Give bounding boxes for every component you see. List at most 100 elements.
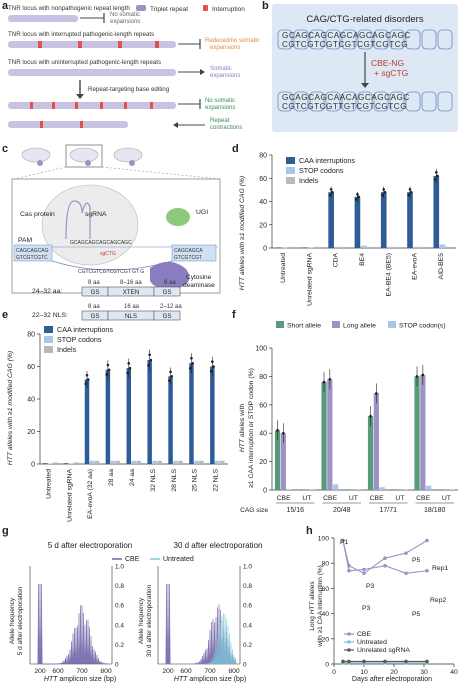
- bar-short-allele: [274, 430, 281, 490]
- data-point: [329, 188, 333, 191]
- bar-caa-interruptions: [42, 463, 48, 464]
- x-tick-label: 40: [450, 669, 458, 676]
- svg-text:8 aa: 8 aa: [88, 304, 100, 310]
- sub-label: UT: [442, 495, 451, 502]
- sub-label: CBE: [370, 495, 384, 502]
- schema-row2-part3: GS: [163, 313, 172, 320]
- data-point: [409, 190, 413, 194]
- legend-swatch: [286, 167, 295, 174]
- y-tick-label: 0.8: [243, 583, 252, 590]
- panel-b-bot-seq-edited: CGTCGTCGTTGTCGTCGTCG: [282, 102, 407, 111]
- legend-label: CBE: [357, 631, 371, 638]
- data-point: [408, 188, 412, 191]
- bar-stop-codons: [110, 460, 116, 464]
- panel-g-left-ylabel: Allele frequency: [9, 597, 16, 644]
- panel-b-top-seq: GCAGCAGCAGCAGCAGCAGC: [282, 31, 411, 40]
- y-tick-label: 0: [263, 246, 267, 253]
- bar-caa-interruptions: [210, 366, 215, 464]
- legend-label: CAA interruptions: [299, 156, 355, 165]
- x-tick-label: 28 NLS: [171, 469, 178, 492]
- series-point: [362, 659, 366, 664]
- sub-label: CBE: [416, 495, 430, 502]
- ugi-shape: [166, 208, 190, 226]
- y-tick-label: 0.6: [243, 603, 252, 610]
- panel-h-ylabel-2: with ≥1 CAA interruption (%): [317, 565, 324, 648]
- data-point: [331, 190, 334, 194]
- schema-row2-part2: NLS: [125, 313, 137, 320]
- x-tick-label: 700: [204, 668, 216, 675]
- series-point: [347, 563, 351, 568]
- seq-mid-top: GCAGCAGCAGCAGCAGC: [70, 240, 132, 246]
- y-tick-label: 80: [27, 332, 35, 339]
- bar-indels: [94, 460, 100, 464]
- legend-swatch: [44, 336, 53, 343]
- data-point: [356, 192, 359, 196]
- y-tick-label: 0.4: [243, 622, 252, 629]
- series-point: [362, 567, 366, 572]
- legend-swatch: [44, 346, 53, 353]
- y-tick-label: 40: [321, 611, 329, 618]
- legend-label: Long allele: [343, 323, 376, 330]
- data-point: [407, 193, 411, 197]
- bar-stop-codons: [47, 463, 53, 465]
- cells-illustration: [21, 144, 143, 168]
- svg-text:8–16 aa: 8–16 aa: [120, 280, 142, 286]
- bar-short-allele: [344, 489, 350, 490]
- legend-label: STOP codons: [57, 335, 102, 344]
- panel-b-guide: + sgCTG: [374, 68, 408, 78]
- y-tick-label: 80: [259, 374, 267, 381]
- contracted-bar: [8, 121, 128, 128]
- series-point: [404, 571, 408, 576]
- data-point: [383, 190, 387, 194]
- x-tick-label: 600: [180, 668, 192, 675]
- bar-short-allele: [367, 416, 374, 490]
- y-tick-label: 20: [27, 429, 35, 436]
- bar-stop-codons: [152, 460, 157, 464]
- legend-label: Short allele: [287, 323, 321, 330]
- size-label: CAG size: [240, 507, 268, 514]
- bar-stop-codon-s-: [379, 487, 385, 490]
- y-tick-label: 1.0: [243, 564, 252, 571]
- schema-row1-part2: XTEN: [123, 289, 140, 296]
- x-tick-label: 600: [52, 668, 64, 675]
- x-tick-label: 0: [332, 669, 336, 676]
- y-tick-label: 40: [27, 397, 35, 404]
- schema-row1-part3: GS: [163, 289, 172, 296]
- panel-g-chart: 5 d after electroporation 30 d after ele…: [9, 541, 262, 683]
- untreated-histogram: [161, 613, 237, 665]
- bar-caa-interruptions: [147, 360, 152, 464]
- data-point: [357, 195, 360, 199]
- data-point: [170, 374, 174, 378]
- x-tick-label: 200: [162, 668, 174, 675]
- legend-triplet-swatch: [136, 5, 146, 11]
- y-tick-label: 0.4: [115, 622, 124, 629]
- bar-caa-interruptions: [328, 192, 334, 248]
- group-label: 15/16: [286, 507, 304, 514]
- panel-b-title: CAG/CTG-related disorders: [306, 14, 423, 25]
- legend-label: Indels: [57, 345, 77, 354]
- legend-label: STOP codons: [299, 166, 344, 175]
- bar-short-allele: [414, 376, 420, 490]
- label-ugi: UGI: [196, 209, 208, 216]
- bar-stop-codons: [68, 463, 74, 465]
- bar-stop-codons: [194, 460, 199, 464]
- bar-indels: [115, 460, 121, 464]
- seq-left-top: CAGCAGCAG: [16, 248, 49, 254]
- panel-b: CAG/CTG-related disorders GCAGCAGCAGCAGC…: [272, 4, 458, 132]
- legend-marker: [347, 632, 351, 636]
- y-tick-label: 20: [321, 636, 329, 643]
- sub-label: UT: [395, 495, 404, 502]
- data-point: [328, 377, 332, 381]
- legend-swatch: [286, 177, 295, 184]
- panel-g-right-ylabel: Allele frequency: [138, 597, 145, 644]
- bar-indels: [340, 246, 347, 248]
- svg-text:5 d after electroporation: 5 d after electroporation: [17, 586, 24, 655]
- seq-red: sgCTG: [100, 251, 116, 257]
- x-tick-label: Untreated: [45, 469, 52, 499]
- series-point: [404, 551, 408, 555]
- y-tick-label: 1.0: [115, 564, 124, 571]
- series-point: [383, 563, 387, 568]
- panel-d-chart: HTT alleles with ≥1 modified CAG (%) 0 20…: [239, 153, 456, 306]
- bar-indels: [314, 246, 321, 248]
- bar-long-allele: [303, 489, 310, 490]
